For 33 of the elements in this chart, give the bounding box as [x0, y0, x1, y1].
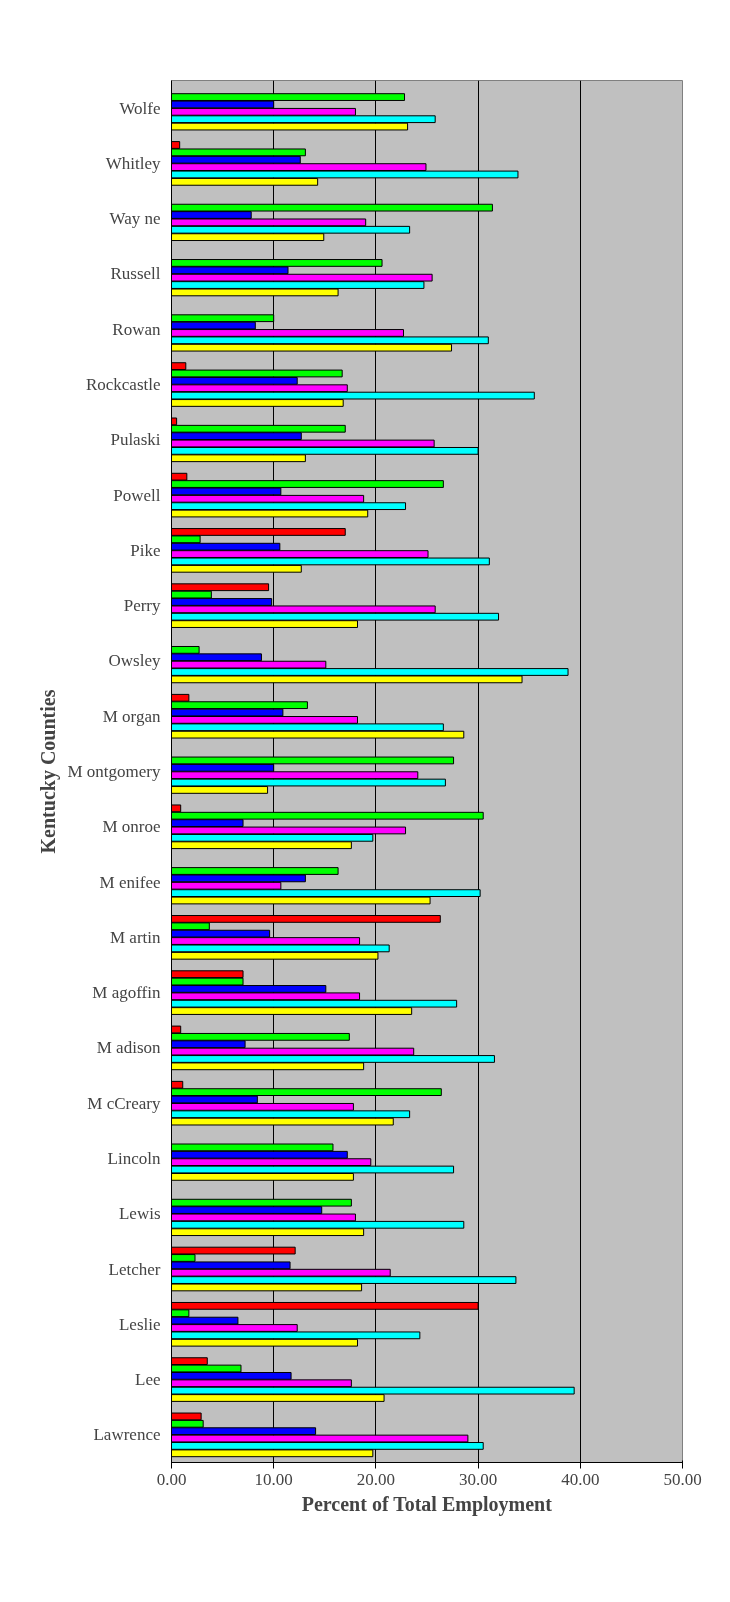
x-tick-label: 20.00 [356, 1469, 396, 1489]
y-tick-label: M ontgomery [67, 762, 161, 781]
y-tick-label: M cCreary [87, 1093, 161, 1113]
y-tick-label: Powell [113, 485, 161, 505]
y-tick-label: Rockcastle [85, 375, 161, 395]
y-tick-label: M artin [109, 927, 161, 947]
y-tick-label: M adison [96, 1038, 161, 1058]
x-tick-label: 10.00 [254, 1469, 293, 1489]
y-tick-label: Pike [130, 540, 161, 560]
y-tick-label: Lee [135, 1370, 161, 1390]
y-tick-label: Lincoln [107, 1148, 161, 1168]
x-tick-label: 30.00 [458, 1469, 498, 1489]
y-tick-label: M organ [102, 706, 161, 726]
x-tick-label: 0.00 [156, 1469, 187, 1489]
y-tick-label: Rowan [112, 319, 161, 339]
y-tick-label: M onroe [102, 817, 161, 837]
y-tick-label: Owsley [108, 651, 161, 671]
y-axis-title: Kentucky Counties [37, 689, 61, 854]
y-tick-label: Lewis [118, 1204, 161, 1224]
y-tick-label: M enifee [99, 872, 161, 892]
y-tick-label: Letcher [108, 1259, 161, 1279]
y-tick-label: Russell [110, 264, 161, 284]
y-tick-label: Perry [123, 596, 161, 616]
y-tick-label: Leslie [118, 1314, 161, 1334]
x-axis-title: Percent of Total Employment [301, 1492, 553, 1516]
y-tick-label: Lawrence [93, 1425, 161, 1445]
x-tick-label: 50.00 [663, 1469, 702, 1489]
y-tick-label: Pulaski [110, 430, 161, 450]
y-tick-label: Wolfe [119, 98, 161, 118]
y-tick-label: M agoffin [92, 983, 161, 1003]
y-tick-label: Whitley [105, 153, 161, 173]
y-tick-label: Way ne [109, 209, 161, 229]
x-tick-label: 40.00 [561, 1469, 600, 1489]
